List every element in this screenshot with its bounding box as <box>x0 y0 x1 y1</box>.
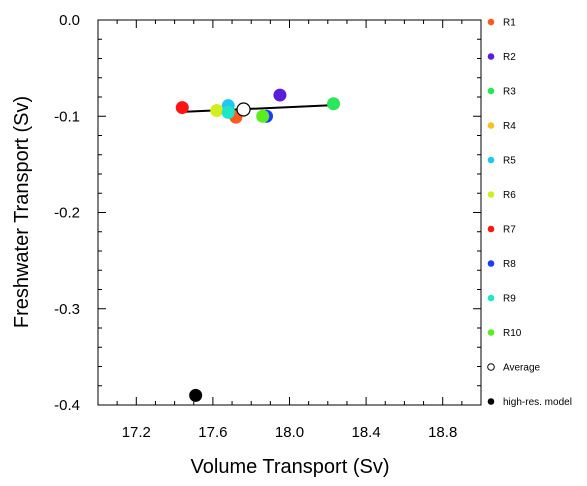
axis-ticks <box>97 19 482 406</box>
legend-label-r1: R1 <box>503 18 516 29</box>
legend-marker-r9 <box>487 294 495 302</box>
legend-label-r2: R2 <box>503 52 516 63</box>
legend-label-average: Average <box>503 363 541 374</box>
legend-marker-high-res-model <box>487 398 495 405</box>
y-tick-label: -0.1 <box>54 108 80 125</box>
legend-label-r5: R5 <box>503 156 516 167</box>
x-tick-label: 18.4 <box>351 424 380 441</box>
legend-label-high-res-model: high-res. model <box>503 397 572 408</box>
y-tick-label: -0.3 <box>54 301 80 318</box>
legend-label-r10: R10 <box>503 328 522 339</box>
y-tick-label: -0.4 <box>54 397 80 414</box>
legend-label-r6: R6 <box>503 190 516 201</box>
point-r10 <box>256 109 270 123</box>
point-r3 <box>327 97 341 111</box>
legend-marker-r10 <box>487 329 495 336</box>
x-tick-label: 17.6 <box>198 424 227 441</box>
fit-line <box>182 104 334 113</box>
legend-marker-r6 <box>487 191 495 198</box>
point-r9 <box>221 105 235 119</box>
legend-label-r3: R3 <box>503 87 516 98</box>
legend-marker-r4 <box>487 122 495 129</box>
y-tick-label: 0.0 <box>59 12 80 29</box>
y-axis-title: Freshwater Transport (Sv) <box>11 96 33 328</box>
legend-marker-average <box>487 363 495 371</box>
legend-label-r7: R7 <box>503 225 516 236</box>
point-high-res-model <box>189 388 203 402</box>
y-tick-labels: 0.0 -0.1 -0.2 -0.3 -0.4 <box>54 12 80 414</box>
x-tick-label: 18.0 <box>275 424 304 441</box>
legend-marker-r8 <box>487 260 495 267</box>
legend: R1 R2 R3 R4 R5 R6 R7 R8 R9 R10 Average high-res. mo… <box>487 18 572 408</box>
legend-marker-r5 <box>487 156 495 164</box>
legend-label-r9: R9 <box>503 294 516 305</box>
legend-label-r8: R8 <box>503 259 516 270</box>
legend-label-r4: R4 <box>503 121 516 132</box>
x-axis-title: Volume Transport (Sv) <box>191 456 390 478</box>
legend-marker-r2 <box>487 53 495 60</box>
point-r2 <box>273 88 287 102</box>
x-tick-label: 18.8 <box>428 424 457 441</box>
legend-marker-r7 <box>487 225 495 233</box>
plot-area <box>97 19 482 406</box>
legend-marker-r3 <box>487 87 495 95</box>
x-tick-labels: 17.2 17.6 18.0 18.4 18.8 <box>122 424 458 441</box>
legend-marker-r1 <box>487 18 495 26</box>
y-tick-label: -0.2 <box>54 205 80 222</box>
point-r7 <box>175 101 189 115</box>
x-tick-label: 17.2 <box>122 424 151 441</box>
point-average <box>236 102 251 117</box>
scatter-points <box>175 88 341 402</box>
point-r6 <box>210 103 224 117</box>
